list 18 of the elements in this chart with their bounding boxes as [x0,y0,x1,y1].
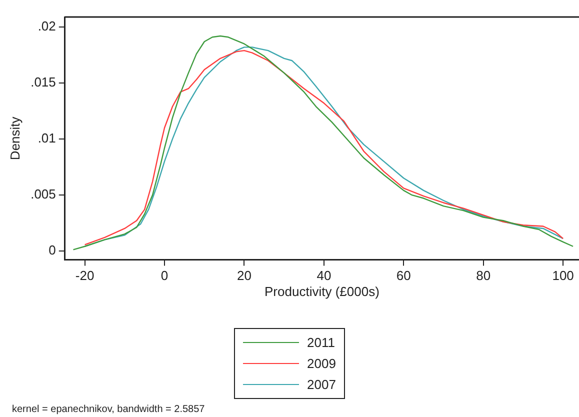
y-axis-title: Density [7,116,22,160]
x-tick-label: 60 [396,268,411,284]
x-tick-label: 20 [237,268,252,284]
x-tick-label: 40 [316,268,332,284]
text: kernel = epanechnikov, bandwidth = 2.5857 [12,404,205,415]
legend-label: 2007 [307,377,336,392]
y-tick-label: .015 [30,74,56,90]
y-tick-label: .005 [30,186,56,202]
x-tick-label: 0 [160,268,168,284]
x-axis-title: Productivity (£000s) [264,284,380,299]
y-tick-label: 0 [48,242,56,258]
y-tick-label: .02 [38,18,56,34]
legend-label: 2009 [307,356,336,371]
x-tick-label: 80 [476,268,491,284]
x-tick-label: 100 [552,268,574,284]
x-tick-label: -20 [75,268,94,284]
y-tick-label: .01 [38,130,56,146]
legend-label: 2011 [307,335,335,350]
